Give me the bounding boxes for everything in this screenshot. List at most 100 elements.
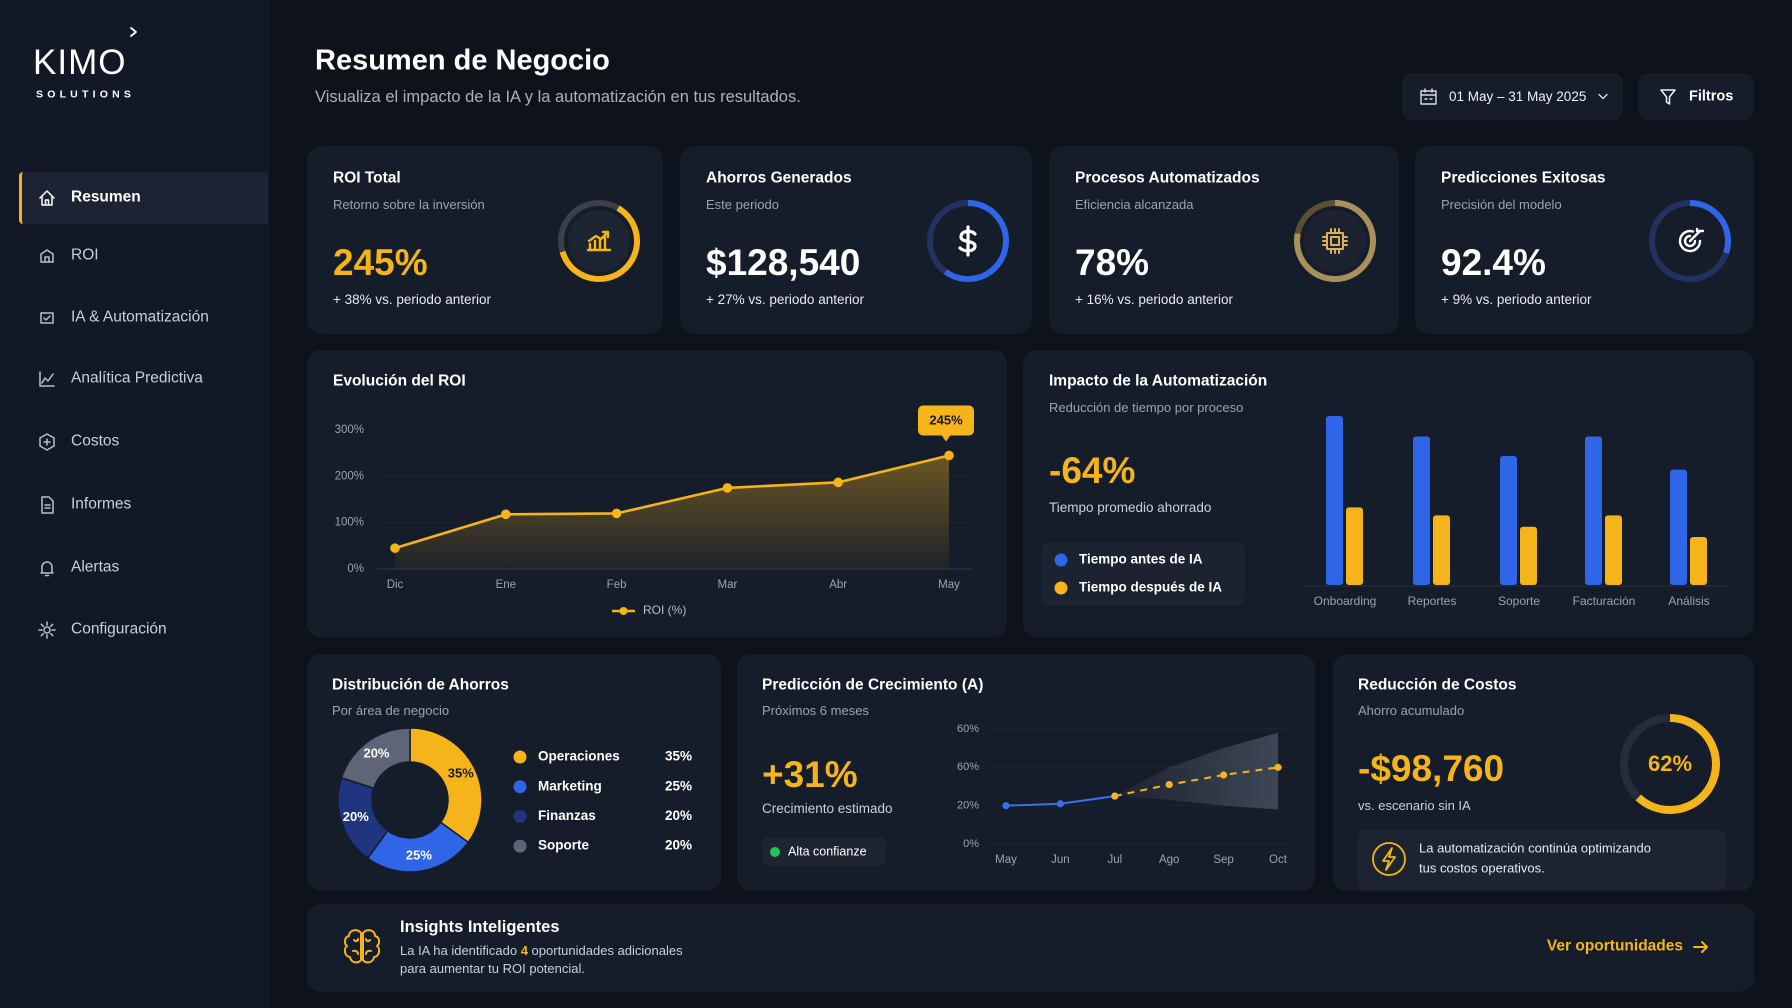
ring-arc [1649, 200, 1731, 282]
icon [40, 561, 54, 577]
legend-dot [1054, 581, 1068, 595]
legend-dot [513, 780, 527, 794]
nav-item[interactable]: Configuración [19, 604, 268, 656]
nav-icon [39, 433, 55, 451]
roi-card: Evolución del ROI 0% 100% 200% 300% Dic Ene Feb… [307, 350, 1007, 637]
peak-badge [918, 405, 974, 436]
legend-dot [1054, 553, 1068, 567]
nav-item[interactable]: Informes [19, 479, 268, 531]
nav-label: Informes [71, 495, 132, 513]
savings-donut: 35% Operaciones 35% 25% Marketing 25% 20% Finan… [337, 727, 692, 873]
nav-label: Configuración [71, 620, 167, 638]
logo-tagline: SOLUTIONS [36, 88, 136, 101]
icon [1598, 93, 1608, 100]
x-tick-label: Reportes [1408, 594, 1457, 608]
growth-point [1165, 780, 1173, 789]
slice-label: 20% [343, 809, 369, 824]
kpi-change: + 38% vs. periodo anterior [333, 291, 491, 307]
kpi-icon [586, 230, 612, 252]
nav-item[interactable]: Alertas [19, 542, 268, 594]
nav-item[interactable]: Costos [19, 416, 268, 468]
ring-arc [1294, 200, 1376, 282]
x-tick-label: Abr [829, 579, 847, 591]
nav-item[interactable]: Analítica Predictiva [19, 353, 268, 405]
y-tick-label: 0% [963, 838, 979, 850]
growth-line [1114, 766, 1279, 798]
roi-point [390, 543, 400, 553]
icon [40, 249, 54, 263]
legend-dot [513, 809, 527, 823]
legend-box [1042, 542, 1245, 606]
kpi-icon [1678, 227, 1705, 253]
note-line: La automatización continúa optimizando [1419, 840, 1651, 855]
insights-link[interactable]: Ver oportunidades [1546, 937, 1683, 955]
link-arrow [1693, 941, 1708, 953]
x-tick-label: Onboarding [1314, 594, 1377, 608]
kpi-subtitle: Precisión del modelo [1441, 197, 1562, 213]
icon [343, 929, 381, 964]
roi-chart: 0% 100% 200% 300% Dic Ene Feb Mar Abr May 245% ROI … [335, 405, 974, 617]
status-dot [770, 847, 780, 857]
nav-item[interactable]: Resumen [19, 172, 268, 224]
kpi-value: 92.4% [1441, 241, 1546, 283]
kpi-value: 245% [333, 241, 428, 283]
kpi-subtitle: Eficiencia alcanzada [1075, 197, 1194, 213]
filter-button[interactable]: Filtros [1638, 73, 1754, 120]
note-line: tus costos operativos. [1419, 860, 1545, 875]
roi-point [611, 508, 622, 519]
insights-title: Insights Inteligentes [400, 918, 560, 937]
insights-icon [343, 929, 381, 964]
icon [130, 27, 137, 37]
x-tick-label: Ene [496, 579, 516, 591]
legend-swatch-dot [619, 607, 628, 615]
insights-text-part: La IA ha identificado [400, 943, 521, 958]
kpi-value: 78% [1075, 241, 1150, 283]
growth-point [1111, 792, 1119, 800]
card-title: Distribución de Ahorros [332, 676, 509, 694]
growth-card: Predicción de Crecimiento (A) Próximos 6 … [737, 654, 1315, 891]
date-range: 01 May – 31 May 2025 [1449, 88, 1587, 104]
date-range-button[interactable]: 01 May – 31 May 2025 [1402, 73, 1623, 120]
x-tick-label: May [995, 854, 1017, 866]
note-icon-ring [1372, 842, 1406, 876]
headline-caption: Tiempo promedio ahorrado [1049, 499, 1212, 515]
icon [1693, 941, 1708, 953]
growth-point [1002, 802, 1010, 810]
icon [39, 190, 55, 206]
x-tick-label: Dic [387, 579, 404, 591]
y-tick-label: 200% [335, 470, 364, 482]
kpi-value: $128,540 [706, 241, 861, 283]
legend-value: 20% [665, 808, 692, 823]
slice-label: 20% [363, 745, 389, 760]
insights-count: 4 [520, 943, 528, 958]
kpi-ring [1649, 200, 1731, 282]
filter-label: Filtros [1689, 88, 1734, 105]
legend-label: Soporte [538, 838, 589, 853]
card-title: Evolución del ROI [333, 372, 466, 390]
x-tick-label: Feb [607, 579, 627, 591]
roi-point [833, 477, 843, 488]
donut-slice [409, 727, 483, 844]
status-dot [770, 847, 780, 857]
bar [1605, 515, 1622, 585]
nav-icon [40, 312, 54, 324]
icon [1420, 88, 1437, 105]
icon [39, 433, 55, 451]
slice-label: 35% [448, 766, 474, 781]
nav-item[interactable]: IA & Automatización [19, 292, 268, 344]
ring-arc [927, 200, 1009, 282]
y-tick-label: 100% [335, 517, 364, 529]
automation-card: Impacto de la Automatización Reducción de… [1023, 350, 1754, 637]
icon [39, 371, 55, 387]
nav-item[interactable]: ROI [19, 230, 268, 282]
icon [958, 225, 977, 257]
x-tick-label: Facturación [1573, 594, 1636, 608]
card-title: Impacto de la Automatización [1049, 372, 1268, 390]
nav-icon [39, 371, 55, 387]
kpi-title: Ahorros Generados [706, 169, 852, 187]
peak-pointer [941, 434, 951, 442]
kpi-title: ROI Total [333, 169, 401, 187]
growth-point [1274, 763, 1282, 771]
legend-dot [513, 839, 527, 853]
